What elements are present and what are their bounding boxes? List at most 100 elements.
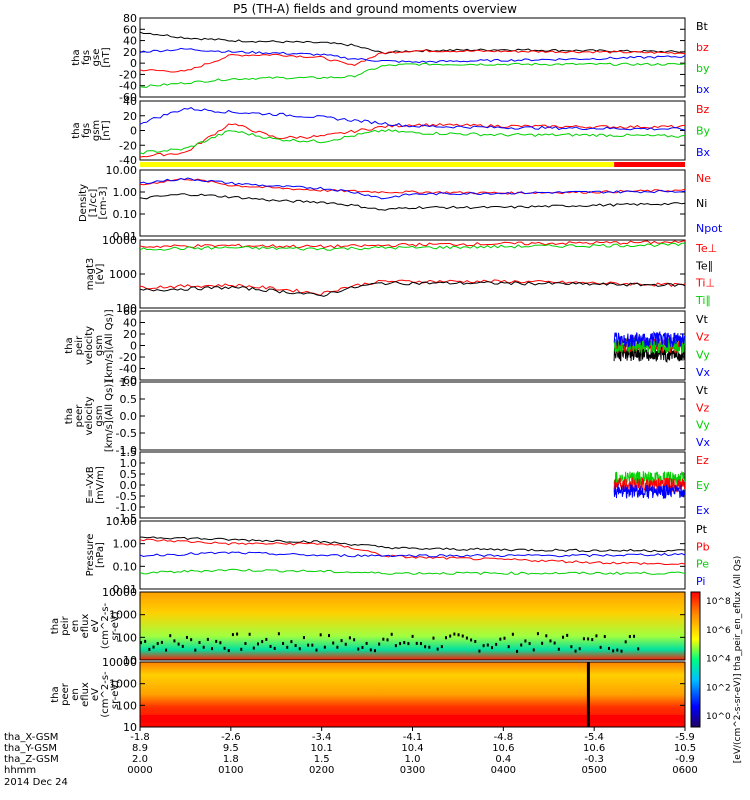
spectrogram-speck (424, 645, 427, 649)
spectrogram-speck (265, 637, 268, 641)
x-tick-label: 0.4 (495, 754, 511, 765)
y-tick-label: -1.0 (116, 444, 137, 457)
legend-vz: Vz (696, 401, 710, 414)
spectrogram-speck (549, 639, 552, 643)
legend-pe: Pe (696, 558, 709, 571)
spectrogram-speck (541, 641, 544, 645)
y-tick-label: 10000 (102, 234, 137, 247)
y-tick-label: 100 (116, 699, 137, 712)
y-tick-label: 10.00 (106, 164, 138, 177)
spectrogram-speck (394, 644, 397, 648)
spectrogram-speck (219, 641, 222, 645)
spectrogram-speck (252, 646, 255, 650)
y-tick-label: 10000 (102, 586, 137, 599)
y-tick-label: 20 (123, 46, 137, 59)
x-tick-label: 0000 (127, 765, 152, 776)
panel-frame (139, 381, 686, 451)
legend-ne: Ne (696, 172, 711, 185)
panel-frame (139, 239, 686, 309)
legend-pi: Pi (696, 575, 705, 588)
spectrogram-speck (311, 643, 314, 647)
spectrogram-speck (553, 641, 556, 645)
legend-ez: Ez (696, 454, 709, 467)
y-axis-label: en (70, 620, 81, 633)
y-tick-label: 40 (123, 35, 137, 48)
y-tick-label: 1.5 (120, 446, 138, 459)
y-tick-label: -1.0 (116, 501, 137, 514)
spectrogram-speck (231, 633, 234, 637)
legend-ex: Ex (696, 504, 710, 517)
spectrogram-speck (637, 647, 640, 651)
spectrogram-speck (160, 640, 163, 644)
colorbar-tick-label: 10^8 (706, 597, 731, 607)
spectrogram-speck (582, 637, 585, 641)
spectrogram-speck (453, 632, 456, 636)
series-pressure-pt (139, 536, 686, 553)
x-tick-label: -5.4 (584, 732, 604, 743)
x-tick-label: -5.9 (675, 732, 695, 743)
y-tick-label: 0.10 (113, 208, 138, 221)
y-axis-label: tha (71, 122, 82, 138)
spectrogram-speck (290, 640, 293, 644)
y-axis-label: [1/cc] (88, 189, 99, 218)
spectrogram-speck (244, 642, 247, 646)
spectrogram-speck (633, 634, 636, 638)
x-tick-label: -1.8 (130, 732, 150, 743)
panel-frame (139, 17, 686, 98)
y-axis-label: eflux (80, 682, 91, 707)
y-tick-label: -20 (119, 68, 137, 81)
series-temperature-te∥ (139, 280, 686, 297)
series-pressure-pe (139, 568, 686, 575)
y-tick-label: 10.00 (106, 515, 138, 528)
y-axis-label: eV (90, 619, 101, 632)
spectrogram-speck (516, 649, 519, 653)
y-axis-label: gsm (94, 335, 105, 356)
spectrogram-speck (511, 632, 514, 636)
spectrogram-speck (587, 637, 590, 641)
y-tick-label: -0.5 (116, 427, 137, 440)
y-axis-label: [mV/m] (95, 466, 106, 504)
y-tick-label: 0.5 (120, 393, 138, 406)
spectrogram-speck (211, 647, 214, 651)
spectrogram-speck (294, 644, 297, 648)
spectrogram-speck (156, 642, 159, 646)
legend-ey: Ey (696, 479, 710, 492)
legend-vz: Vz (696, 331, 710, 344)
spectrogram-speck (386, 638, 389, 642)
spectrogram-speck (340, 639, 343, 643)
spectrogram-band (140, 715, 685, 723)
x-axis-row-label: hhmm (4, 765, 36, 776)
y-axis-label: tha (64, 408, 75, 424)
spectrogram-speck (344, 642, 347, 646)
spectrogram-speck (503, 636, 506, 640)
spectrogram-speck (403, 641, 406, 645)
spectrogram-speck (566, 633, 569, 637)
y-axis-label: gsm (91, 120, 102, 141)
spectrogram-speck (307, 643, 310, 647)
x-tick-label: 0300 (400, 765, 425, 776)
x-axis-row-label: tha_Z-GSM (4, 754, 59, 765)
y-axis-label: [nT] (101, 120, 112, 140)
y-axis-label: (cm^2-s- (100, 671, 111, 718)
series-density-ni (139, 193, 686, 211)
series-fgs-gsm-bx (139, 107, 686, 131)
panel-frame (139, 520, 686, 590)
legend-ni: Ni (696, 197, 707, 210)
y-tick-label: 40 (123, 95, 137, 108)
y-tick-label: 1.00 (113, 538, 138, 551)
spectrogram-speck (140, 641, 142, 645)
spectrogram-speck (323, 645, 326, 649)
y-axis-label: Density (78, 184, 89, 222)
spectrogram-speck (236, 632, 239, 636)
colorbar-label: [eV/(cm^2-s-sr-eV)] tha_peir_en_eflux (A… (733, 556, 743, 763)
legend-vx: Vx (696, 366, 711, 379)
y-tick-label: 1000 (109, 268, 137, 281)
legend-by: by (696, 62, 710, 75)
spectrogram-speck (165, 648, 168, 652)
panel-peer-velocity: 1.0 0.5 0.0 -0.5 -1.0 tha peer velocity gsm [km/s… (64, 376, 711, 457)
y-axis-label: [km/s](All Qs)] (104, 380, 115, 452)
y-tick-label: 0.01 (113, 230, 138, 243)
y-axis-label: peer (60, 682, 71, 706)
spectrogram-speck (612, 649, 615, 653)
y-axis-label: [km/s](All Qs)] (104, 309, 115, 381)
